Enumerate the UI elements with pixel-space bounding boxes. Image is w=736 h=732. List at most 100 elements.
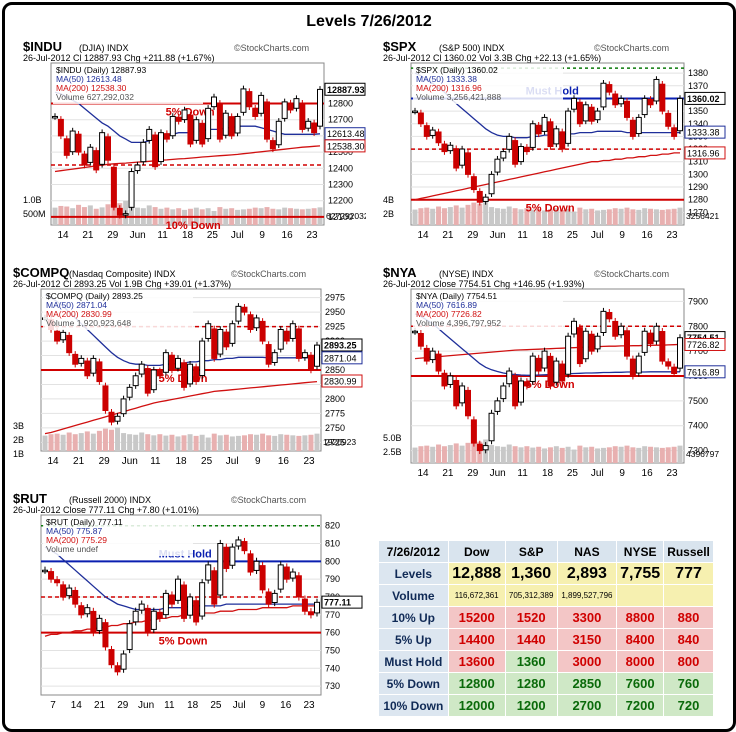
rut-candle-body [247,553,254,573]
spx-candle-body [594,110,601,121]
compq-vol-tick-label: 1B [13,449,24,459]
indu-candle-body [299,102,306,130]
indu-candle-body [140,141,147,163]
compq-volume-bar [42,435,48,451]
spx-volume-bar [577,207,583,225]
compq-volume-bar [84,431,90,451]
spx-watermark: ©StockCharts.com [594,43,669,53]
compq-candle-body [289,323,296,339]
rut-legend-bg [43,517,193,556]
compq-candle-body [205,323,212,339]
spx-candle-body [476,190,483,203]
indu-candle-body [246,91,253,108]
compq-volume-bar [199,434,205,451]
indu-candle-body [146,128,153,141]
figure-title: Levels 7/26/2012 [306,13,432,30]
table-row: Levels 12,888 1,360 2,893 7,755 777 [378,562,714,585]
spx-volume-bar [430,208,436,225]
table-cell: 800 [663,650,714,673]
rut-candle-body [199,582,206,617]
spx-candle-body [453,148,460,169]
rut-candle-body [150,610,157,630]
nya-candle-body [441,372,448,387]
table-cell: 12000 [447,694,506,717]
compq-volume-bar [121,433,127,451]
spx-candle-body [412,110,418,114]
nya-candle-body [624,330,630,357]
compq-price-tag-box [321,338,363,352]
spx-volume-bar [542,210,548,225]
spx-candle-body [553,128,560,145]
spx-candle-body [494,158,501,173]
spx-volume-bar [436,206,442,225]
rut-candle-body [295,575,302,598]
rut-xtick-label: 16 [280,700,292,711]
compq-candle-body [66,334,73,354]
rut-ytick-label: 740 [325,663,340,673]
nya-candle-body [412,330,418,334]
nya-ytick-label: 7700 [688,346,708,356]
table-cell [663,584,714,607]
compq-candle-body [54,330,61,342]
spx-name: (S&P 500) INDX [439,43,504,53]
compq-candle-body [181,362,188,388]
spx-volume-bar [565,208,571,225]
nya-xtick-label: 23 [666,468,678,479]
spx-volume-bar [500,208,506,225]
nya-legend-bg [413,291,563,330]
indu-ytick-label: 12100 [328,212,353,222]
compq-candle-body [229,323,236,344]
compq-xtick-label: 16 [278,456,290,467]
spx-candle-body [665,112,672,127]
nya-volume-bar [430,446,436,463]
spx-xtick-label: Jul [591,230,604,241]
compq-ytick-label: 2850 [325,365,345,375]
indu-xtick-label: 29 [107,230,119,241]
table-cell: 12800 [447,672,506,695]
nya-candle-body [629,358,636,377]
nya-candle-body [459,385,466,404]
levels-table: 7/26/2012 Dow S&P NAS NYSE Russell Levels 12,88… [378,540,714,717]
indu-candle-body [187,114,194,145]
indu-legend-entry: Volume 627,292,032 [56,92,134,102]
table-cell: 1520 [504,606,558,629]
table-row-label: 10% Up [378,606,449,629]
table-row: 5% Up 14400 1440 3150 8400 840 [378,628,714,651]
compq-volume-bar [78,433,84,451]
rut-candle-body [205,564,212,581]
compq-candle-body [108,411,115,423]
compq-legend-bg [43,291,193,330]
rut-xtick-label: 9 [260,700,266,711]
compq-xtick-label: Jul [226,456,239,467]
rut-xtick-label: 18 [187,700,199,711]
indu-xtick-label: 25 [207,230,219,241]
compq-legend-entry: $COMPQ (Daily) 2893.25 [46,291,143,301]
rut-candle-body [259,565,266,591]
rut-price-tag: 777.11 [324,598,351,608]
spx-quote-line: 26-Jul-2012 Cl 1360.02 Vol 3.3B Chg +22.… [383,53,601,63]
spx-xtick-label: 9 [619,230,625,241]
nya-volume-bar [524,446,530,463]
table-cell: 880 [663,606,714,629]
spx-candle-body [429,129,436,136]
compq-price-tag: 2893.25 [324,340,357,350]
table-cell: 8000 [616,650,665,673]
spx-ma200-line [414,152,680,201]
compq-candle-body [241,306,248,313]
compq-volume-bar [229,436,235,451]
table-cell: 1360 [504,650,558,673]
rut-candle-body [48,571,55,580]
spx-candle-body [500,151,507,159]
compq-volume-bar [314,433,320,451]
nya-quote-line: 26-Jul-2012 Close 7754.51 Chg +146.95 (+… [383,279,585,289]
indu-candle-body [181,109,188,121]
spx-volume-bar [418,208,424,225]
indu-candle-body [269,140,276,150]
compq-volume-bar [145,434,151,451]
rut-candle-body [54,579,61,584]
rut-chart-svg: $RUT (Russell 2000) INDX ©StockCharts.com 2… [13,493,363,711]
rut-level-label: 5% Down [159,636,208,648]
nya-volume-bar [589,446,595,463]
nya-price-tag-box [684,337,726,351]
